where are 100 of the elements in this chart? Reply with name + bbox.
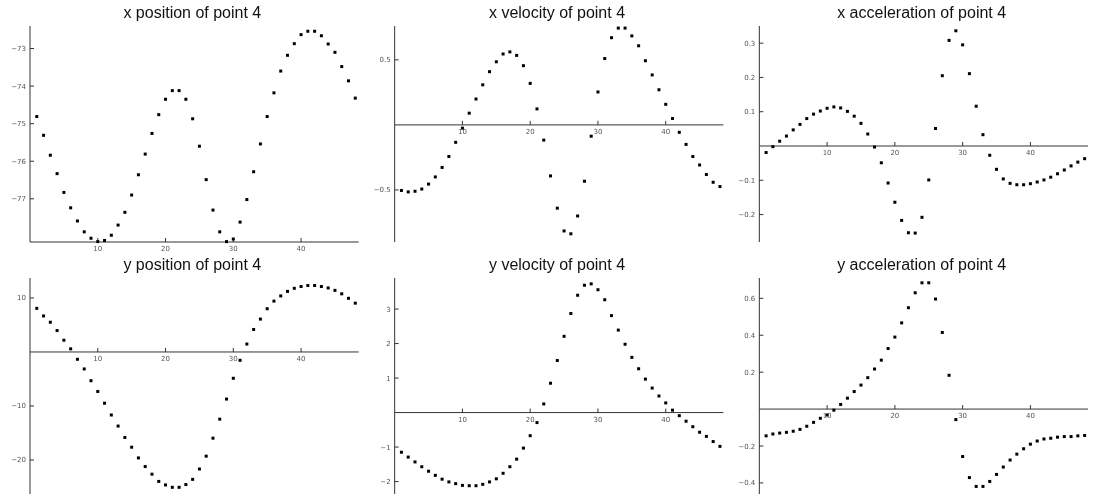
point [805, 424, 809, 428]
point [399, 188, 403, 192]
point [48, 320, 52, 324]
point [657, 394, 661, 398]
point [704, 172, 708, 176]
point [515, 457, 519, 461]
point [610, 314, 614, 318]
point [610, 36, 614, 40]
point [698, 430, 702, 434]
point [340, 292, 344, 296]
point [420, 187, 424, 191]
point [440, 165, 444, 169]
point [778, 139, 782, 143]
point [299, 285, 303, 289]
point [143, 465, 147, 469]
point [859, 383, 863, 387]
point [279, 69, 283, 73]
point [691, 155, 695, 159]
point [89, 236, 93, 240]
point [177, 485, 181, 489]
point [906, 231, 910, 235]
point [35, 115, 39, 119]
point [657, 88, 661, 92]
point [805, 117, 809, 121]
point [211, 208, 215, 212]
point [630, 355, 634, 359]
point [69, 206, 73, 210]
point [353, 96, 357, 100]
point [576, 214, 580, 218]
point [961, 43, 965, 47]
point [197, 467, 201, 471]
point [988, 153, 992, 157]
point [481, 482, 485, 486]
point [967, 72, 971, 76]
point [467, 484, 471, 488]
point [333, 50, 337, 54]
point [852, 390, 856, 394]
point [75, 357, 79, 361]
point [116, 223, 120, 227]
point [798, 122, 802, 126]
point [671, 408, 675, 412]
point [920, 281, 924, 285]
point [75, 219, 79, 223]
point [582, 179, 586, 183]
point [272, 299, 276, 303]
point [832, 408, 836, 412]
point [623, 342, 627, 346]
point [684, 142, 688, 146]
point [197, 144, 201, 148]
point [150, 472, 154, 476]
point [306, 29, 310, 33]
point [778, 431, 782, 435]
point [238, 358, 242, 362]
point [1062, 168, 1066, 172]
point [170, 89, 174, 93]
point [286, 53, 290, 57]
point [130, 445, 134, 449]
point [1042, 437, 1046, 441]
point [643, 59, 647, 63]
point [460, 483, 464, 487]
point [1028, 442, 1032, 446]
point [508, 465, 512, 469]
point [562, 229, 566, 233]
point [62, 338, 66, 342]
point [549, 174, 553, 178]
point [521, 64, 525, 68]
point [252, 170, 256, 174]
point [535, 107, 539, 111]
point [96, 389, 100, 393]
point [258, 142, 262, 146]
point [684, 419, 688, 423]
point [961, 455, 965, 459]
point [569, 232, 573, 236]
point [995, 472, 999, 476]
point [616, 328, 620, 332]
point [258, 317, 262, 321]
point [562, 334, 566, 338]
point [981, 484, 985, 488]
point [1015, 452, 1019, 456]
point [103, 239, 107, 242]
point [711, 180, 715, 184]
point [1022, 447, 1026, 451]
point [879, 161, 883, 165]
point [764, 434, 768, 438]
point [845, 396, 849, 400]
point [204, 178, 208, 182]
point [866, 132, 870, 136]
point [225, 240, 229, 244]
point [265, 307, 269, 311]
point [866, 376, 870, 380]
point [671, 117, 675, 121]
point [974, 484, 978, 488]
point [474, 97, 478, 101]
point [995, 167, 999, 171]
point [1083, 433, 1087, 437]
point [589, 282, 593, 286]
point [839, 106, 843, 110]
point [150, 131, 154, 135]
point [252, 327, 256, 331]
point [832, 105, 836, 109]
